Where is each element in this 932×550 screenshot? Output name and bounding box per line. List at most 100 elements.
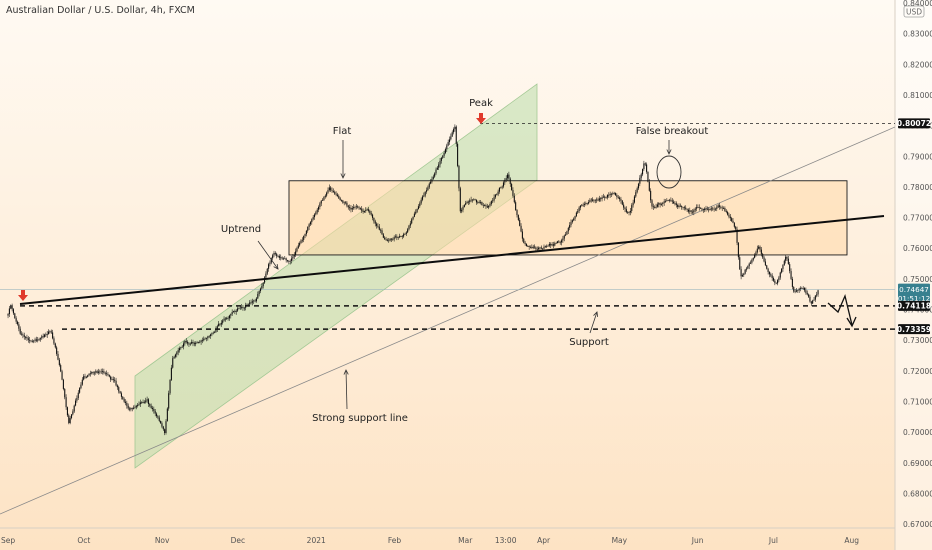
candle-body <box>122 396 124 400</box>
candle-body <box>767 268 769 272</box>
candle-body <box>601 197 603 200</box>
candle-body <box>176 352 178 355</box>
candle-body <box>566 231 568 235</box>
support-pointer <box>589 311 598 334</box>
candle-body <box>728 214 730 217</box>
support-2-badge-bg <box>898 324 930 335</box>
candle-body <box>384 237 386 240</box>
thick-trend-line[interactable] <box>19 215 885 305</box>
candle-body <box>42 336 44 338</box>
flat-range-box[interactable] <box>288 180 848 256</box>
candle-body <box>501 186 503 188</box>
candle-body <box>370 213 372 215</box>
candle-body <box>577 211 579 213</box>
candle-body <box>196 342 198 343</box>
candle-body <box>444 149 446 153</box>
candle-body <box>332 191 334 192</box>
candle-body <box>705 208 707 210</box>
candle-body <box>471 199 473 201</box>
candle-body <box>716 207 718 209</box>
candle-body <box>417 206 419 209</box>
candle-body <box>320 200 322 204</box>
candle-body <box>660 203 662 205</box>
candle-body <box>268 264 270 269</box>
candle-body <box>277 256 279 257</box>
price-tick-label: 0.70000 <box>903 428 932 437</box>
candle-body <box>789 264 791 272</box>
currency-badge[interactable]: USD <box>903 5 925 18</box>
candle-body <box>741 275 743 277</box>
candle-body <box>768 271 770 275</box>
candle-body <box>509 178 511 185</box>
candle-body <box>794 291 796 293</box>
candle-body <box>30 340 32 342</box>
time-tick-label: Jun <box>691 536 704 545</box>
candle-body <box>736 229 738 243</box>
price-tick-label: 0.73000 <box>903 336 932 345</box>
candle-body <box>494 194 496 198</box>
candle-body <box>262 282 264 287</box>
candle-body <box>250 302 252 304</box>
candle-body <box>559 242 561 243</box>
candle-body <box>138 404 140 405</box>
candle-body <box>477 202 479 203</box>
candle-body <box>717 205 719 208</box>
candle-body <box>7 314 9 316</box>
candle-body <box>313 214 316 218</box>
candle-body <box>671 200 673 202</box>
candle-body <box>415 211 417 214</box>
candle-body <box>197 342 199 343</box>
candle-body <box>188 343 190 345</box>
candle-body <box>120 393 122 397</box>
time-axis[interactable]: Sep Oct Nov Dec 2021 Feb Mar 13:00 Apr May Jun Jul A… <box>1 536 859 545</box>
candle-body <box>520 225 522 232</box>
candle-body <box>249 302 251 305</box>
candle-body <box>596 199 598 201</box>
candle-body <box>27 338 29 340</box>
candle-body <box>782 264 784 269</box>
price-tick-label: 0.78000 <box>903 183 932 192</box>
candle-body <box>296 248 298 252</box>
candle-body <box>675 203 677 206</box>
candle-body <box>816 294 818 296</box>
candle-body <box>783 260 785 265</box>
candle-body <box>382 234 384 238</box>
candle-body <box>813 299 815 301</box>
candle-body <box>723 208 725 209</box>
candle-body <box>43 334 46 337</box>
candle-body <box>750 262 752 264</box>
candle-body <box>308 224 310 227</box>
candle-body <box>191 341 193 344</box>
candle-body <box>149 404 151 406</box>
candle-body <box>18 324 20 329</box>
candle-body <box>516 209 518 216</box>
candle-body <box>589 200 591 203</box>
candle-body <box>257 294 259 299</box>
candle-body <box>543 246 545 249</box>
price-tick-label: 0.76000 <box>903 244 932 253</box>
candle-body <box>38 339 40 341</box>
flat-pointer-head <box>340 173 346 179</box>
candle-body <box>239 307 241 309</box>
candle-body <box>754 254 756 258</box>
candle-body <box>505 178 507 180</box>
candle-body <box>91 372 93 374</box>
candle-body <box>550 243 552 246</box>
candle-body <box>781 268 783 273</box>
candle-body <box>116 385 118 388</box>
candle-body <box>631 205 633 211</box>
candle-body <box>134 407 136 409</box>
candle-body <box>623 204 625 208</box>
candle-body <box>392 239 394 241</box>
candle-body <box>538 247 540 250</box>
candle-body <box>69 418 71 424</box>
candle-body <box>496 194 498 196</box>
candle-body <box>687 209 689 212</box>
candle-body <box>656 204 658 207</box>
strong-support-line[interactable] <box>0 126 895 515</box>
candle-body <box>751 259 753 263</box>
candle-body <box>170 367 172 380</box>
candle-body <box>168 393 170 409</box>
candle-body <box>435 169 437 174</box>
